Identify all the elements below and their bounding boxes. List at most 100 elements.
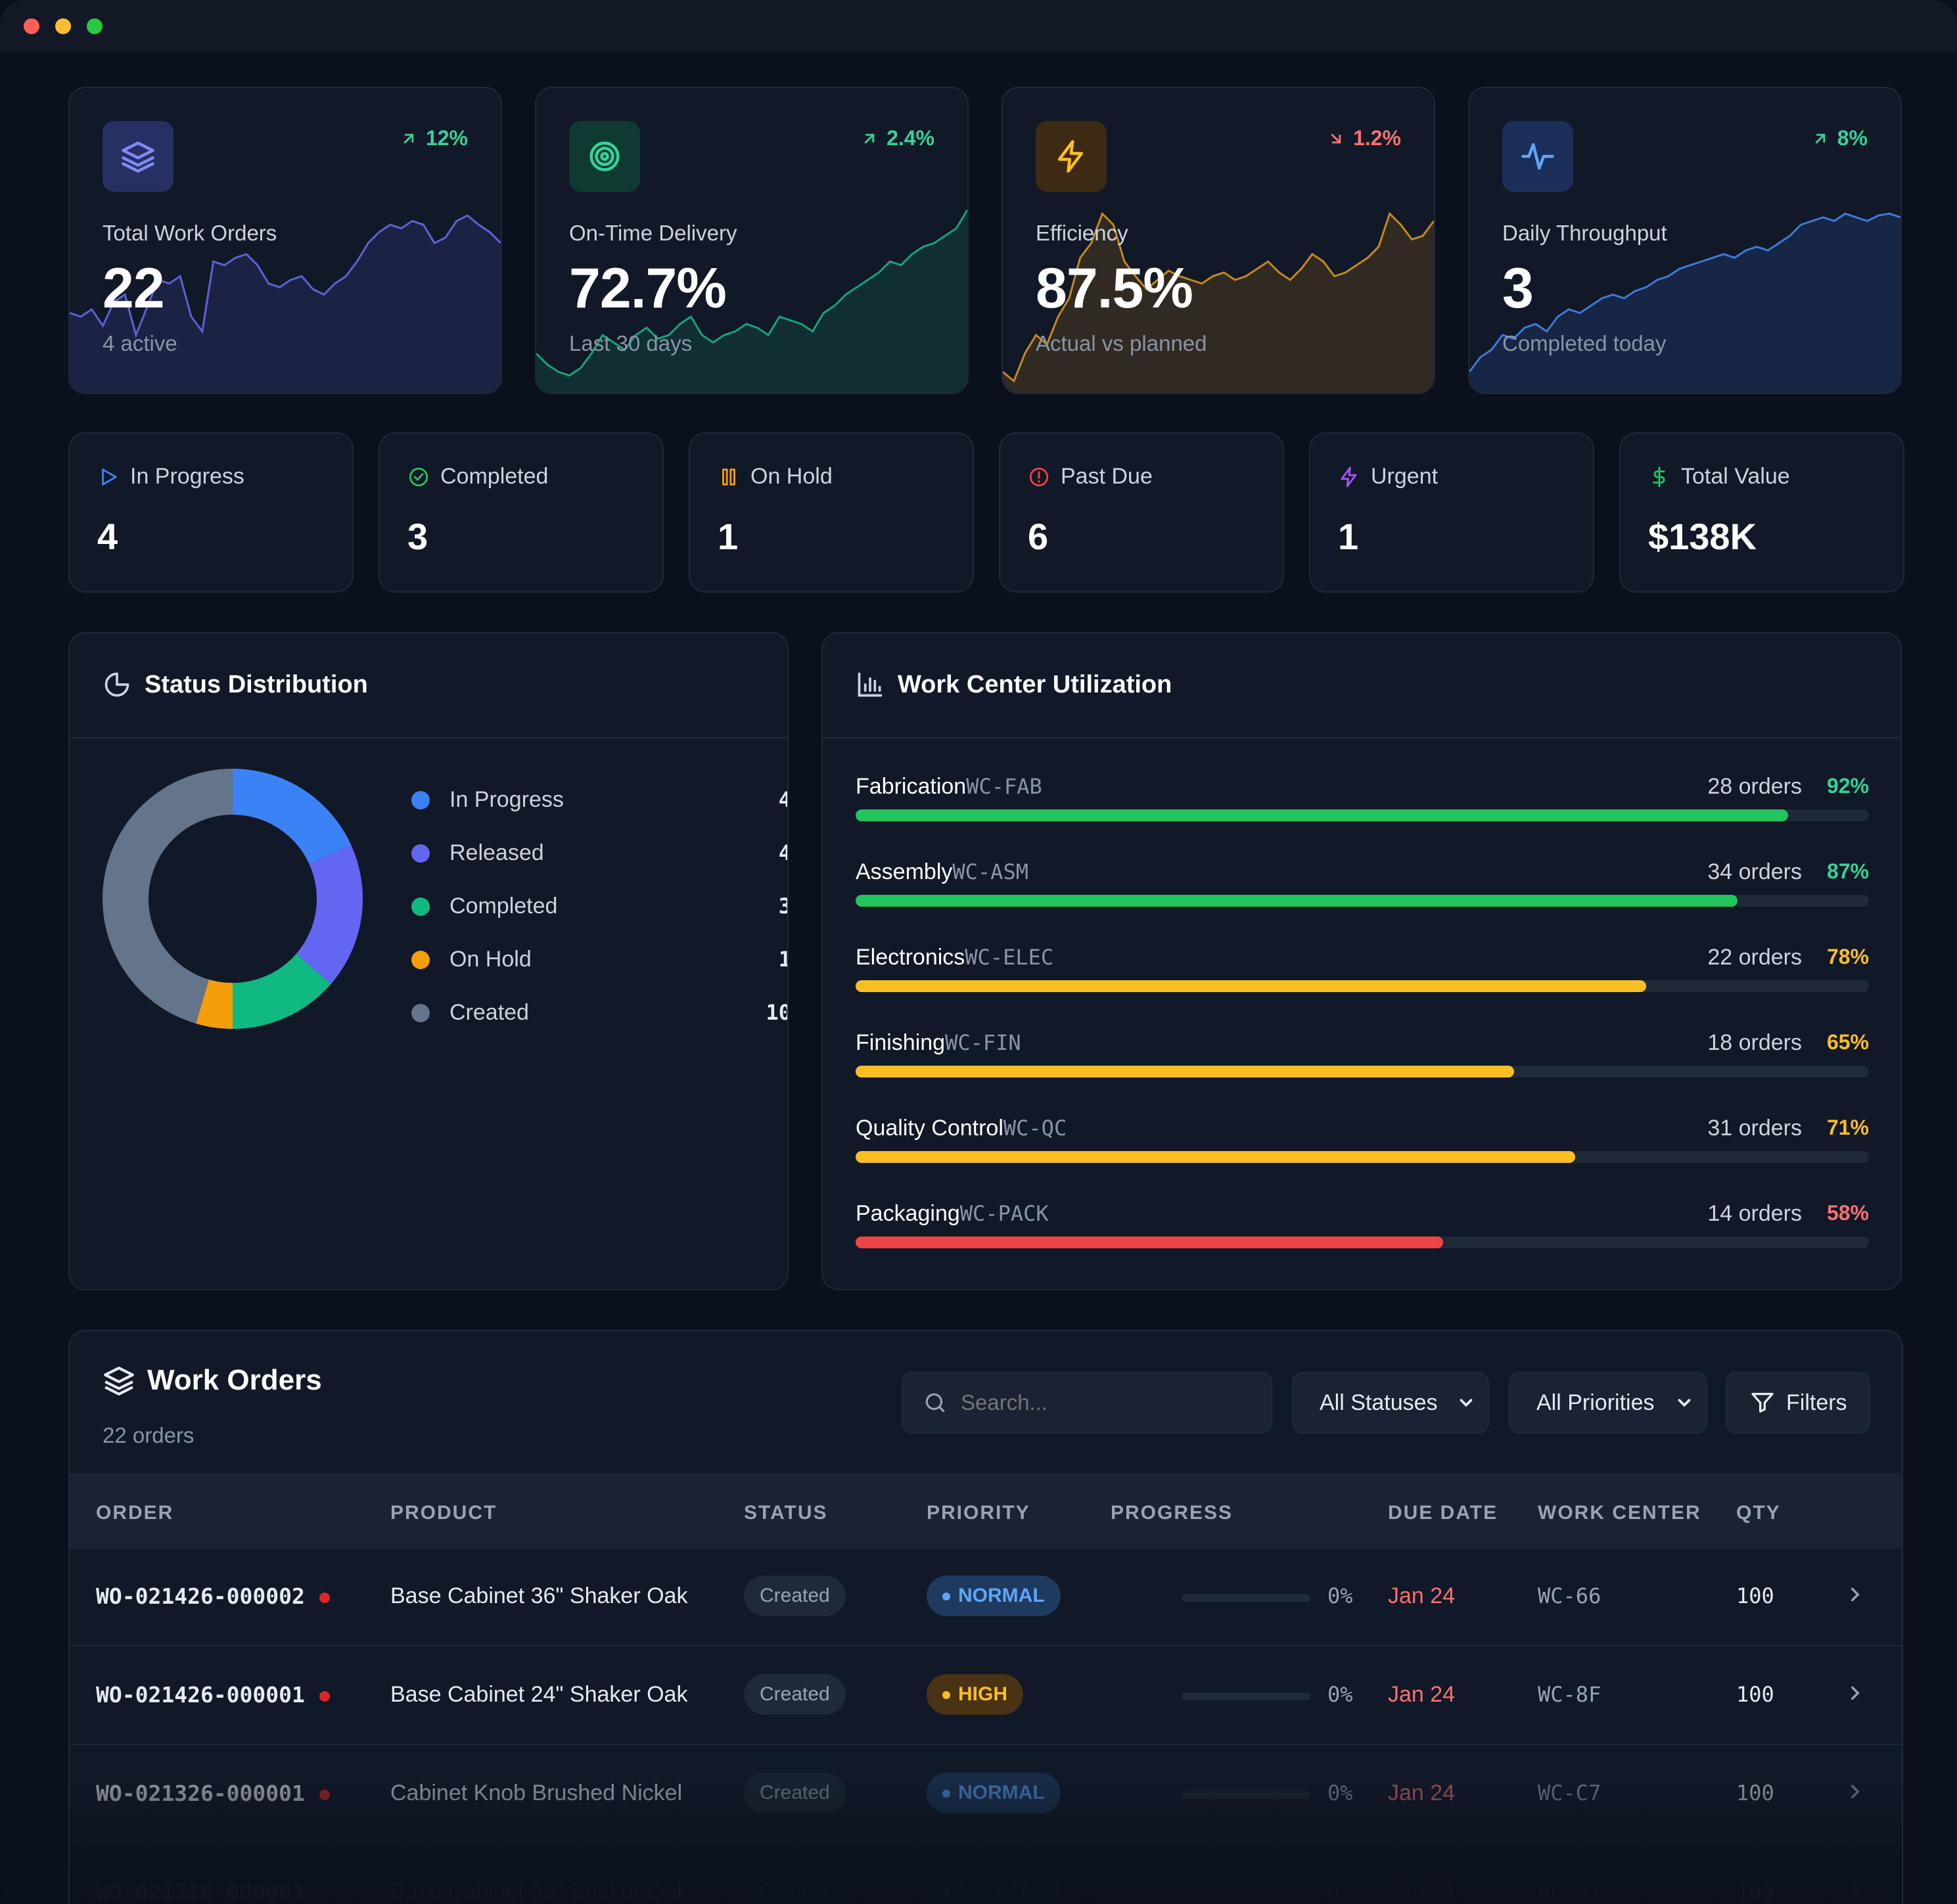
legend-label: In Progress <box>449 787 564 812</box>
kpi-icon-box <box>103 121 173 192</box>
column-header-priority[interactable]: PRIORITY <box>927 1502 1030 1524</box>
status-distribution-panel: Status Distribution In Progress 4 Releas… <box>68 632 789 1290</box>
play-icon <box>102 468 117 486</box>
priority-badge: NORMAL <box>927 1575 1061 1616</box>
kpi-card-daily-throughput[interactable]: 8% Daily Throughput 3 Completed today <box>1468 87 1902 394</box>
status-badge: Created <box>744 1773 846 1813</box>
legend-count: 1 <box>779 947 787 972</box>
kpi-icon-box <box>569 121 640 192</box>
work-center-orders: 22 orders <box>1707 945 1802 970</box>
maximize-window-button[interactable] <box>87 18 103 34</box>
sparkline-area <box>536 210 967 393</box>
kpi-card-on-time-delivery[interactable]: 2.4% On-Time Delivery 72.7% Last 30 days <box>535 87 969 394</box>
progress-percent: 0% <box>1327 1780 1353 1805</box>
work-center-row[interactable]: ElectronicsWC-ELEC 22 orders 78% <box>856 945 1869 1024</box>
utilization-fill <box>856 980 1646 992</box>
stat-card-completed[interactable]: Completed 3 <box>379 432 664 593</box>
status-badge: Created <box>744 1871 846 1904</box>
row-open-button[interactable] <box>1844 1583 1866 1609</box>
order-number[interactable]: WO-021326-000001 <box>96 1780 330 1806</box>
legend-item-completed[interactable]: Completed 3 <box>411 891 787 924</box>
search-input[interactable] <box>959 1390 1251 1416</box>
stat-header: Completed <box>407 464 548 489</box>
column-header-work-center[interactable]: WORK CENTER <box>1538 1502 1701 1524</box>
kpi-value: 22 <box>103 257 165 320</box>
due-date: Jan 24 <box>1388 1682 1456 1707</box>
work-center-row[interactable]: AssemblyWC-ASM 34 orders 87% <box>856 859 1869 938</box>
progress-percent: 0% <box>1327 1682 1353 1707</box>
stat-header: Urgent <box>1338 464 1438 489</box>
progress-bar <box>1182 1791 1310 1799</box>
stat-card-on-hold[interactable]: On Hold 1 <box>689 432 974 593</box>
row-open-button[interactable] <box>1844 1780 1866 1806</box>
filters-button[interactable]: Filters <box>1726 1372 1870 1434</box>
donut-slice-in-progress[interactable] <box>233 769 352 864</box>
layers-icon <box>122 141 154 173</box>
priority-filter-select[interactable]: All Priorities <box>1509 1372 1707 1434</box>
kpi-card-efficiency[interactable]: 1.2% Efficiency 87.5% Actual vs planned <box>1002 87 1435 394</box>
table-row[interactable]: WO-021426-000002 Base Cabinet 36" Shaker… <box>70 1549 1902 1646</box>
column-header-product[interactable]: PRODUCT <box>390 1502 497 1524</box>
legend-label: Completed <box>449 894 558 918</box>
kpi-trend: 8% <box>1811 126 1868 150</box>
zap-icon <box>1341 466 1357 487</box>
column-header-order[interactable]: ORDER <box>96 1502 174 1524</box>
legend-item-in-progress[interactable]: In Progress 4 <box>411 784 787 817</box>
past-due-dot <box>319 1690 330 1702</box>
table-row[interactable]: WO-021326-000001 Cabinet Knob Brushed Ni… <box>70 1746 1902 1844</box>
work-center-row[interactable]: Quality ControlWC-QC 31 orders 71% <box>856 1116 1869 1194</box>
kpi-card-total-work-orders[interactable]: 12% Total Work Orders 22 4 active <box>68 87 502 394</box>
legend-item-on-hold[interactable]: On Hold 1 <box>411 944 787 977</box>
column-header-status[interactable]: STATUS <box>744 1502 828 1524</box>
status-filter-select[interactable]: All Statuses <box>1292 1372 1489 1434</box>
donut-slice-released[interactable] <box>296 844 363 984</box>
stat-card-in-progress[interactable]: In Progress 4 <box>68 432 354 593</box>
work-center-row[interactable]: FinishingWC-FIN 18 orders 65% <box>856 1030 1869 1109</box>
kpi-sparkline <box>536 209 967 393</box>
due-date: Jan 24 <box>1388 1780 1456 1805</box>
column-header-qty[interactable]: QTY <box>1736 1502 1781 1524</box>
column-header-progress[interactable]: PROGRESS <box>1111 1502 1233 1524</box>
order-number[interactable]: WO-021226-000001 <box>96 1879 330 1904</box>
work-center-name: Quality ControlWC-QC <box>856 1116 1067 1141</box>
work-center-percent: 71% <box>1826 1116 1869 1139</box>
target-icon <box>589 141 620 171</box>
donut-slice-created[interactable] <box>102 769 233 1024</box>
work-center-row[interactable]: FabricationWC-FAB 28 orders 92% <box>856 774 1869 853</box>
table-header: ORDER PRODUCT STATUS PRIORITY PROGRESS D… <box>70 1473 1902 1549</box>
order-number[interactable]: WO-021426-000001 <box>96 1682 330 1708</box>
legend-item-created[interactable]: Created 10 <box>411 997 787 1030</box>
work-center-row[interactable]: PackagingWC-PACK 14 orders 58% <box>856 1201 1869 1280</box>
column-header-due-date[interactable]: DUE DATE <box>1388 1502 1498 1524</box>
kpi-sparkline <box>70 214 501 393</box>
priority-badge: NORMAL <box>927 1773 1061 1813</box>
sparkline-line <box>536 209 967 377</box>
stat-card-total-value[interactable]: Total Value $138K <box>1619 432 1904 593</box>
quantity: 100 <box>1736 1879 1774 1904</box>
search-box[interactable] <box>902 1372 1272 1434</box>
close-window-button[interactable] <box>24 18 39 34</box>
order-number[interactable]: WO-021426-000002 <box>96 1583 330 1609</box>
table-row[interactable]: WO-021226-000001 Base Cabinet 36" Shaker… <box>70 1845 1902 1904</box>
row-open-button[interactable] <box>1844 1879 1866 1904</box>
utilization-fill <box>856 895 1738 907</box>
donut-slice-on-hold[interactable] <box>196 979 233 1029</box>
row-open-button[interactable] <box>1844 1682 1866 1708</box>
pie-chart-icon <box>104 672 129 697</box>
donut-slice-completed[interactable] <box>233 953 331 1029</box>
legend-item-released[interactable]: Released 4 <box>411 838 787 871</box>
stat-card-past-due[interactable]: Past Due 6 <box>999 432 1284 593</box>
table-row[interactable]: WO-021426-000001 Base Cabinet 24" Shaker… <box>70 1648 1902 1745</box>
kpi-sparkline <box>1003 212 1434 393</box>
stat-card-urgent[interactable]: Urgent 1 <box>1309 432 1594 593</box>
legend-count: 4 <box>779 840 787 865</box>
chevron-right-icon <box>1851 1784 1860 1799</box>
work-orders-panel: Work Orders 22 orders All Statuses All P… <box>68 1330 1903 1904</box>
sparkline-area <box>1469 214 1900 393</box>
past-due-dot <box>319 1789 330 1800</box>
work-center-name: FinishingWC-FIN <box>856 1030 1021 1055</box>
work-center-percent: 58% <box>1826 1201 1869 1225</box>
work-center-code: WC-ELEC <box>965 945 1054 970</box>
work-center-name: ElectronicsWC-ELEC <box>856 945 1054 970</box>
minimize-window-button[interactable] <box>55 18 71 34</box>
